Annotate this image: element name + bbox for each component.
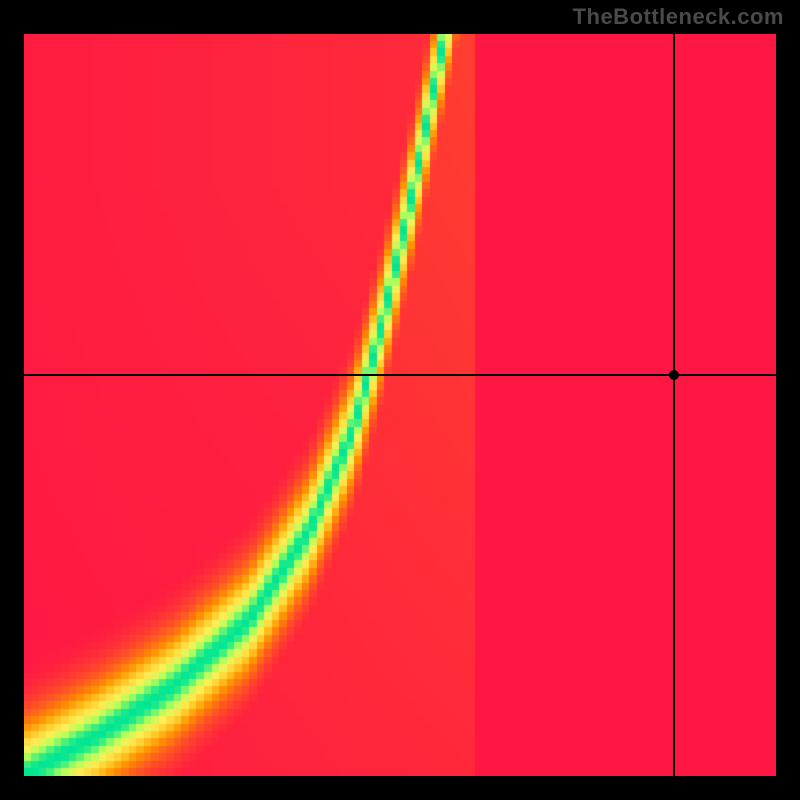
watermark-text: TheBottleneck.com [573, 4, 784, 30]
crosshair-marker [669, 370, 679, 380]
heatmap-plot [24, 34, 776, 776]
crosshair-vertical [673, 34, 675, 776]
heatmap-canvas [24, 34, 776, 776]
crosshair-horizontal [24, 374, 776, 376]
